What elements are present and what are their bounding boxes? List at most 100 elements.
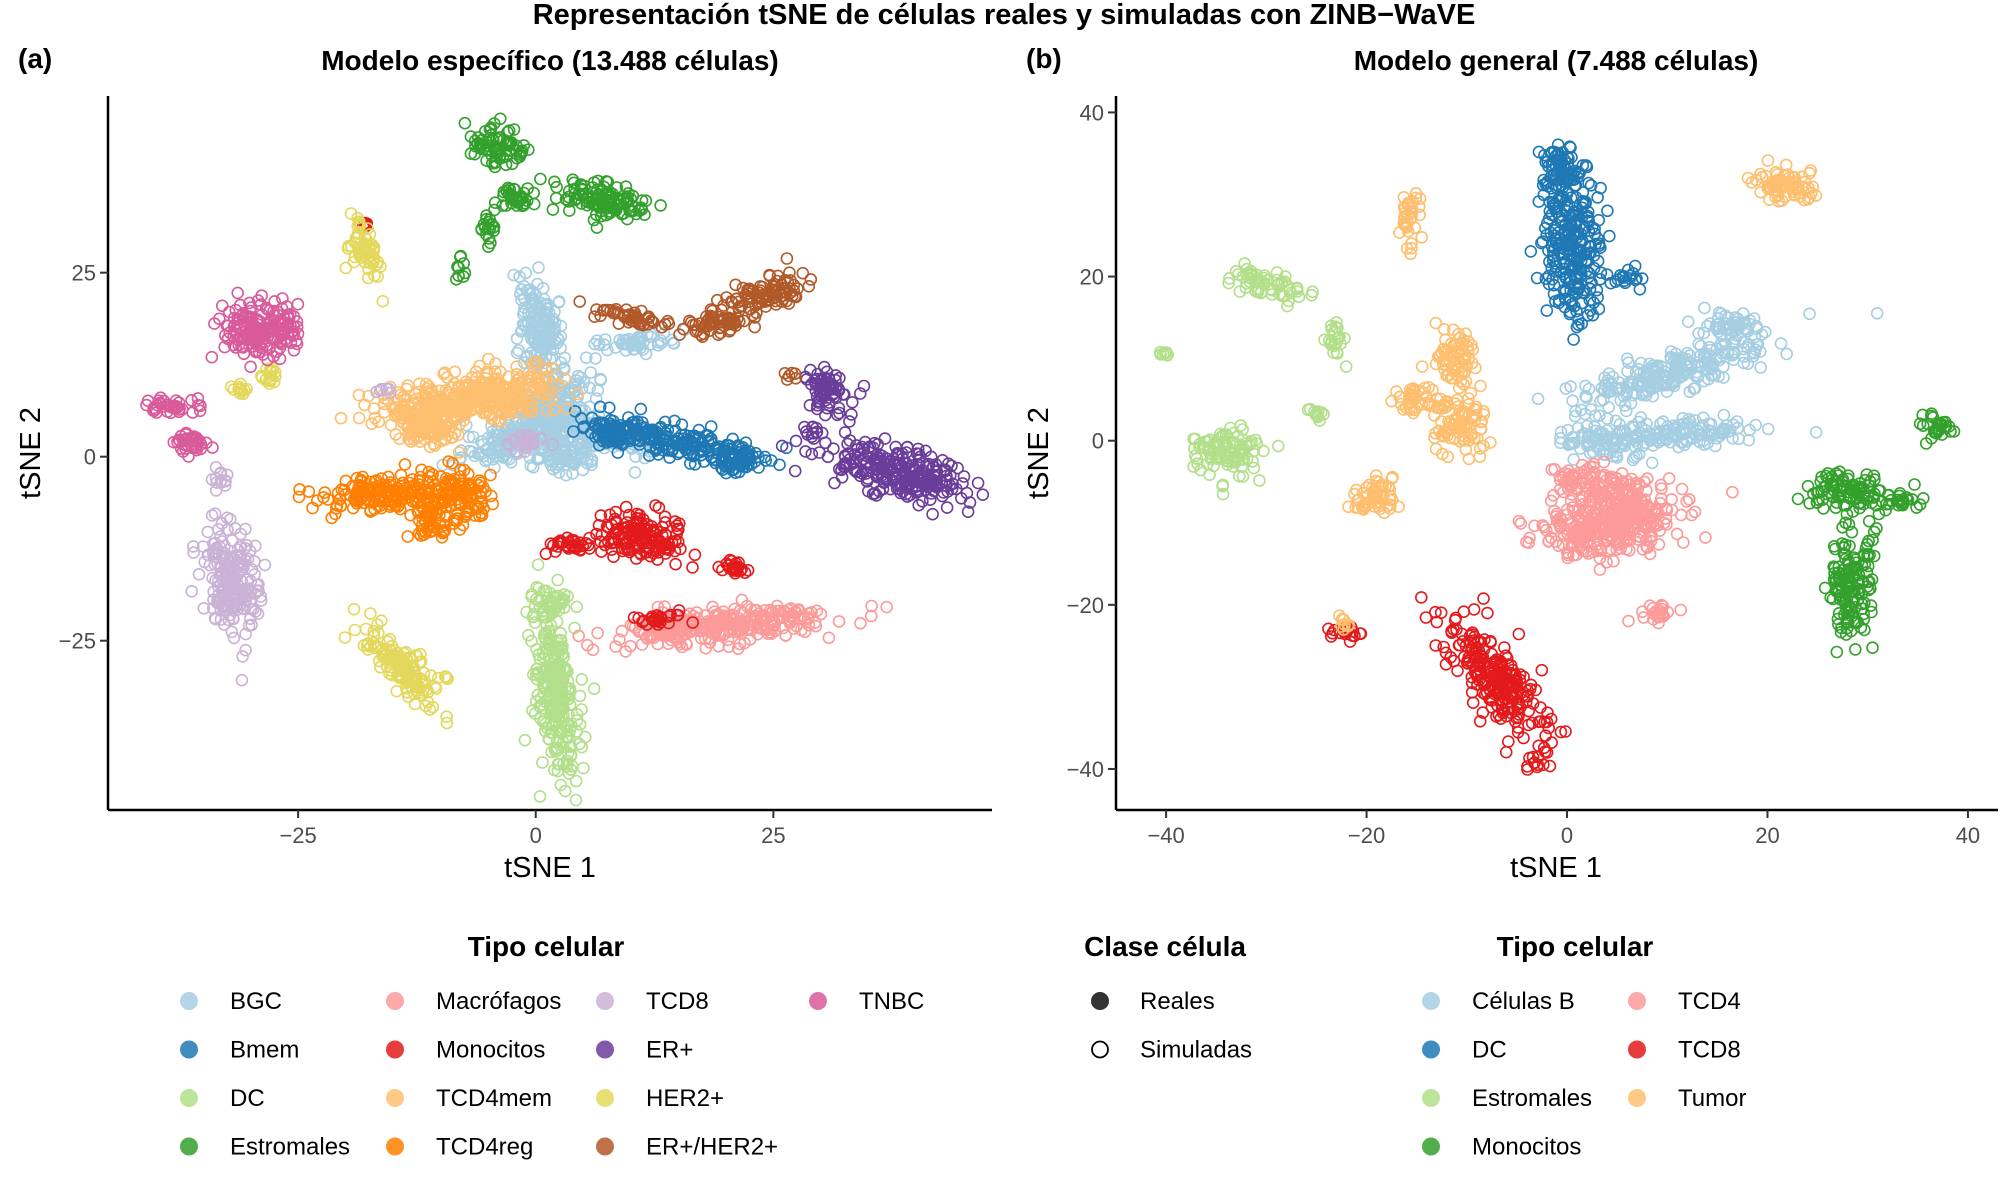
data-point <box>976 488 990 502</box>
data-point <box>843 415 856 428</box>
data-point <box>686 561 699 574</box>
data-point <box>578 730 592 744</box>
data-point <box>971 476 985 490</box>
data-point <box>654 199 667 212</box>
data-point <box>531 331 545 345</box>
data-point <box>532 261 545 274</box>
panel-a-y-label: tSNE 2 <box>15 407 47 499</box>
panel-a-series-estromales <box>449 112 667 286</box>
panel-a-y-tick-label: 0 <box>84 445 96 470</box>
data-point <box>510 346 524 360</box>
data-point <box>546 312 560 326</box>
panel-a-x-ticks: −25 0 25 <box>279 810 786 848</box>
panel-a-series-er- <box>775 360 990 521</box>
data-point <box>669 557 682 571</box>
data-point <box>1809 425 1823 439</box>
data-point <box>587 682 601 696</box>
data-point <box>634 402 648 416</box>
data-point <box>364 607 377 620</box>
data-point <box>515 293 528 307</box>
data-point <box>458 116 472 130</box>
data-point <box>880 600 894 614</box>
data-point <box>533 790 547 803</box>
panel-a-chart: (a) Modelo específico (13.488 células) −… <box>15 43 992 884</box>
data-point <box>575 673 589 686</box>
figure-suptitle: Representación tSNE de células reales y … <box>533 0 1476 31</box>
panel-a-series-her2- <box>224 207 454 730</box>
data-point <box>1717 408 1731 422</box>
panel-a-series-dc <box>518 558 601 807</box>
data-point <box>889 440 903 454</box>
data-point <box>1870 306 1884 320</box>
data-point <box>244 360 257 374</box>
panel-a-series-bmem <box>567 400 793 480</box>
data-point <box>584 366 598 379</box>
data-point <box>779 628 793 642</box>
data-point <box>235 673 249 687</box>
data-point <box>191 392 205 405</box>
data-point <box>359 622 373 636</box>
panel-a-x-label: tSNE 1 <box>504 852 596 884</box>
data-point <box>628 466 642 479</box>
data-point <box>573 295 587 308</box>
data-point <box>828 476 841 490</box>
data-point <box>398 458 412 471</box>
data-point <box>334 411 348 425</box>
data-point <box>845 408 858 421</box>
data-point <box>1645 456 1659 470</box>
data-point <box>832 615 846 628</box>
data-point <box>348 623 362 637</box>
data-point <box>1566 394 1579 408</box>
data-point <box>554 399 568 413</box>
data-point <box>510 332 524 345</box>
data-point <box>531 558 545 572</box>
data-point <box>1742 433 1756 447</box>
data-point <box>1540 304 1554 317</box>
data-point <box>569 793 583 807</box>
data-point <box>383 632 397 646</box>
data-point <box>573 689 587 703</box>
data-point <box>780 252 794 265</box>
data-point <box>827 442 840 456</box>
data-point <box>926 507 939 521</box>
data-point <box>376 294 390 308</box>
data-point <box>688 548 702 562</box>
data-point <box>804 273 818 286</box>
data-point <box>231 286 244 300</box>
panel-b-series-dc <box>1524 138 1649 346</box>
data-point <box>813 446 826 459</box>
data-point <box>1780 347 1793 361</box>
panel-a-title: Modelo específico (13.488 células) <box>321 45 779 76</box>
data-point <box>481 431 495 445</box>
panel-a-points <box>140 112 990 807</box>
data-point <box>1601 204 1614 218</box>
panel-a-x-tick-label: 25 <box>761 823 785 848</box>
panel-a-y-tick-label: 25 <box>72 261 96 286</box>
data-point <box>570 600 584 614</box>
data-point <box>339 261 353 275</box>
data-point <box>477 449 491 463</box>
data-point <box>589 352 602 365</box>
data-point <box>788 464 802 478</box>
data-point <box>1531 392 1545 406</box>
data-point <box>358 398 371 412</box>
data-point <box>789 434 803 448</box>
data-point <box>529 308 542 322</box>
data-point <box>822 631 836 645</box>
data-point <box>821 450 835 464</box>
data-point <box>258 558 272 572</box>
data-point <box>539 315 552 329</box>
data-point <box>607 550 620 564</box>
data-point <box>513 287 527 301</box>
data-point <box>449 272 463 286</box>
panel-a-series-er-her2- <box>573 252 818 386</box>
data-point <box>192 567 206 581</box>
data-point <box>488 461 501 475</box>
data-point <box>577 375 591 389</box>
data-point <box>208 507 222 521</box>
data-point <box>529 296 542 309</box>
data-point <box>536 756 549 769</box>
data-point <box>185 584 198 598</box>
panel-a-x-tick-label: −25 <box>279 823 316 848</box>
